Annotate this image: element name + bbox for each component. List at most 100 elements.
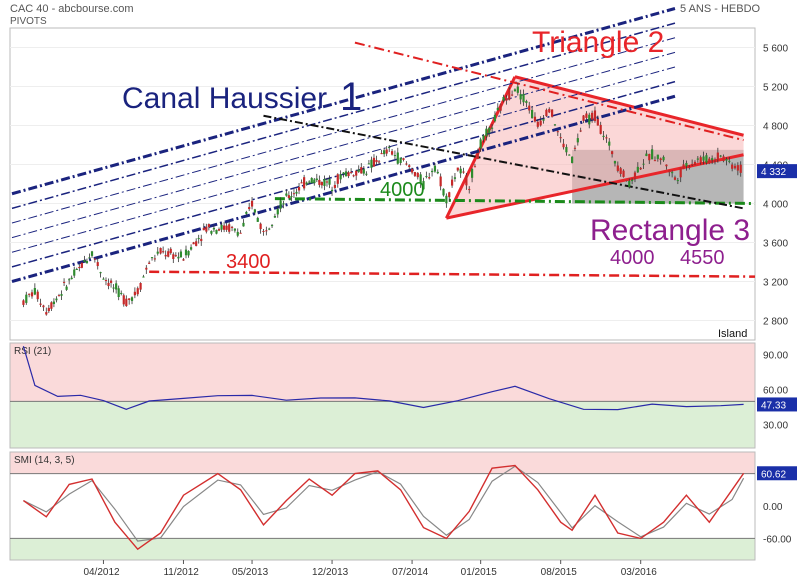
price-candle [233,228,236,231]
price-candle [78,267,81,269]
price-candle [502,97,505,101]
price-candle [215,229,218,234]
price-candle [642,163,645,165]
price-candle [722,156,725,162]
price-candle [182,259,185,261]
price-candle [402,158,405,160]
price-candle [347,172,350,177]
price-candle [25,294,28,303]
chart-title: CAC 40 - abcbourse.com [10,3,134,15]
price-candle [668,170,671,173]
price-tick-label: 5 200 [763,83,788,94]
price-candle [273,216,277,218]
chart-period: 5 ANS - HEBDO [680,3,761,15]
price-candle [148,262,151,264]
x-tick-label: 01/2015 [461,567,498,578]
price-candle [104,280,108,282]
price-candle [36,291,39,300]
price-candle [513,89,517,92]
resistance-line [263,114,744,210]
price-candle [212,227,216,230]
rsi-tick-label: 60.00 [763,386,788,397]
price-candle [588,114,591,125]
price-candle [55,298,58,301]
price-candle [696,158,699,160]
price-candle [739,164,742,173]
price-candle [708,158,711,164]
price-candle [352,175,355,177]
price-candle [88,257,91,259]
price-candle [636,166,639,173]
x-tick-label: 04/2012 [83,567,120,578]
price-candle [139,283,142,290]
price-last-badge [757,164,797,179]
price-candle [519,94,522,100]
price-candle [419,174,422,184]
support-3400-line [149,270,756,278]
canal-number: 1 [340,75,362,119]
price-candle [375,160,378,163]
price-candle [616,165,619,171]
price-candle [33,288,36,295]
price-candle [350,171,353,173]
price-candle [205,226,208,232]
price-candle [479,139,482,149]
price-candle [693,161,697,165]
price-candle [611,151,614,155]
price-candle [579,130,582,132]
rsi-last-value: 47.33 [761,400,786,411]
price-candle [90,251,94,256]
price-candle [52,301,56,305]
price-candle [602,135,605,137]
price-candle [248,207,251,210]
upper-red-line [354,41,744,142]
price-candle [548,108,551,113]
price-candle [159,247,162,254]
price-candle [679,167,682,178]
price-candle [462,171,465,173]
price-candle [195,241,198,246]
price-candle [142,276,145,278]
price-candle [128,298,131,300]
price-candle [699,157,702,163]
price-candle [645,153,648,157]
price-candle [223,225,226,230]
smi-tick-label: 0.00 [763,502,783,513]
price-candle [65,286,68,290]
price-candle [112,287,115,289]
price-candle [631,179,634,182]
smi-tick-label: -60.00 [763,534,792,545]
price-candle [225,225,228,230]
price-candle [276,208,279,215]
price-candle [553,124,557,126]
price-candle [625,180,628,182]
island-label: Island [718,328,747,340]
price-last-value: 4 332 [761,167,786,178]
price-candle [531,109,534,119]
price-candle [533,116,537,122]
price-candle [109,280,113,283]
price-candle [485,128,488,137]
price-candle [305,182,308,185]
price-candle [385,149,388,154]
price-candle [179,251,183,258]
price-candle [442,188,445,196]
price-candle [256,217,259,222]
price-candle [430,170,434,173]
price-candle [292,193,296,195]
price-candle [459,168,462,174]
price-candle [174,255,177,257]
price-candle [685,163,688,167]
price-candle [651,149,654,160]
price-candle [510,94,514,96]
price-candle [691,163,694,165]
price-candle [162,251,165,253]
smi-panel [9,451,756,561]
price-candle [728,160,731,162]
price-candle [282,203,285,205]
price-candle [508,89,511,100]
price-candle [323,179,326,186]
x-tick-label: 03/2016 [621,567,658,578]
price-candle [456,167,459,171]
